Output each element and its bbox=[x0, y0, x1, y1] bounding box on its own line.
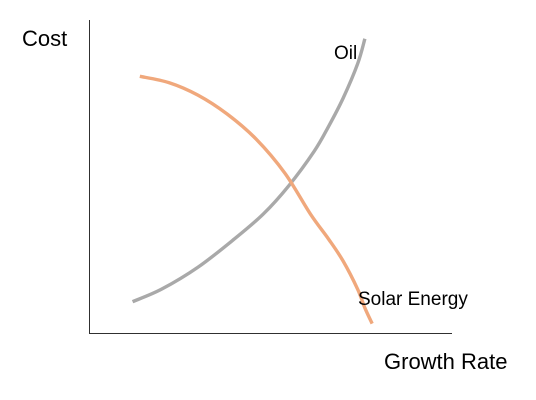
series-line-solar-energy bbox=[139, 74, 374, 325]
x-axis-label: Growth Rate bbox=[384, 349, 508, 374]
series-line-oil bbox=[131, 38, 367, 304]
series-layer bbox=[131, 38, 374, 325]
series-label-oil: Oil bbox=[334, 43, 357, 64]
series-label-solar-energy: Solar Energy bbox=[358, 289, 468, 310]
y-axis-label: Cost bbox=[22, 26, 67, 51]
